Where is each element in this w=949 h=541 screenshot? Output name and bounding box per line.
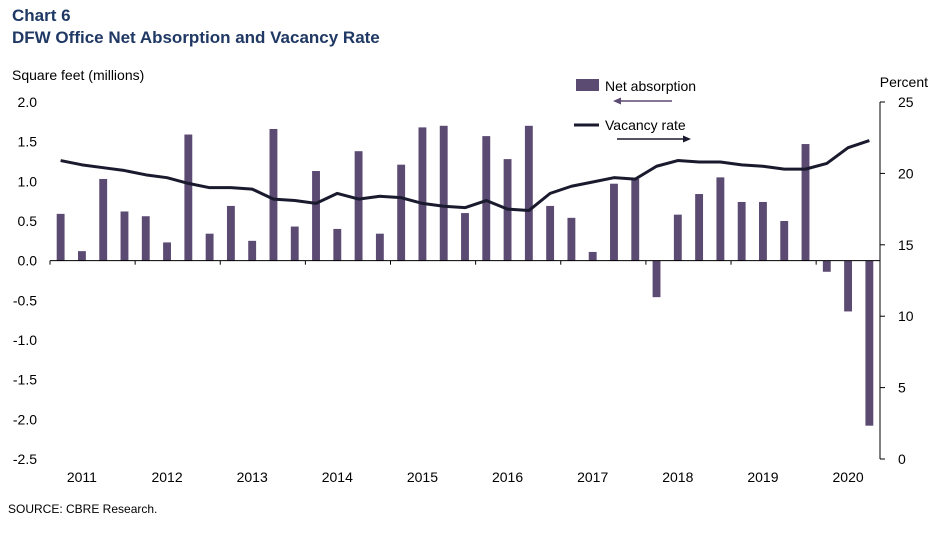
x-axis-tick-label: 2014 <box>322 469 353 485</box>
left-axis-tick-label: 2.0 <box>18 94 38 110</box>
chart-number: Chart 6 <box>12 6 71 25</box>
bar-net-absorption <box>141 216 150 261</box>
bar-net-absorption <box>461 213 469 261</box>
left-axis-tick-label: -1.5 <box>13 372 37 388</box>
legend: Net absorption Vacancy rate <box>574 78 696 143</box>
bar-net-absorption <box>737 201 746 261</box>
x-axis-tick-label: 2016 <box>492 469 523 485</box>
bar-net-absorption <box>226 205 235 261</box>
chart-title: DFW Office Net Absorption and Vacancy Ra… <box>12 28 380 47</box>
bar-net-absorption <box>524 125 533 261</box>
right-axis-tick-labels: 25 20 15 10 5 0 <box>898 94 914 467</box>
right-axis-tick-label: 15 <box>898 237 914 253</box>
bar-net-absorption <box>759 201 767 261</box>
bar-net-absorption <box>439 125 448 261</box>
bar-net-absorption <box>567 217 576 261</box>
bar-net-absorption <box>546 205 555 261</box>
bar-net-absorption <box>418 127 427 261</box>
x-axis-tick-label: 2017 <box>577 469 608 485</box>
bar-net-absorption <box>205 233 214 261</box>
bar-net-absorption <box>312 171 320 261</box>
x-axis-tick-label: 2012 <box>151 469 182 485</box>
vacancy-rate-line <box>60 139 870 213</box>
right-axis-tick-label: 0 <box>898 451 906 467</box>
x-axis-tick-label: 2013 <box>237 469 268 485</box>
x-axis-tick-label: 2011 <box>67 469 97 485</box>
left-axis-tick-label: 0.5 <box>18 213 38 229</box>
x-axis-tick-label: 2019 <box>747 469 778 485</box>
bar-net-absorption <box>482 136 491 261</box>
bar-net-absorption <box>77 251 86 261</box>
bar-net-absorption <box>844 260 853 312</box>
bar-net-absorption <box>354 151 363 261</box>
bar-net-absorption <box>56 213 65 261</box>
right-axis-tick-label: 10 <box>898 308 914 324</box>
x-axis-tick-label: 2015 <box>407 469 438 485</box>
arrow-right-head-icon <box>683 135 691 143</box>
arrow-left-head-icon <box>613 97 621 105</box>
legend-net-absorption: Net absorption <box>605 78 696 94</box>
bar-net-absorption <box>652 260 661 298</box>
bar-net-absorption <box>673 214 682 261</box>
left-axis-tick-label: -0.5 <box>13 292 37 308</box>
left-axis-label: Square feet (millions) <box>12 67 144 83</box>
left-axis-tick-labels: 2.0 1.5 1.0 0.5 0.0 -0.5 -1.0 -1.5 -2.0 -2.5 <box>13 94 37 467</box>
bar-net-absorption <box>780 221 789 261</box>
bar-net-absorption <box>184 134 193 261</box>
right-axis-tick-label: 25 <box>898 94 914 110</box>
legend-bar-swatch <box>576 79 599 91</box>
right-axis-tick-label: 20 <box>898 165 914 181</box>
bar-net-absorption <box>248 240 257 261</box>
bar-net-absorption <box>610 183 618 261</box>
axes <box>49 101 885 460</box>
x-axis-tick-label: 2020 <box>833 469 864 485</box>
x-axis-tick-label: 2018 <box>662 469 693 485</box>
left-axis-tick-label: -2.5 <box>13 451 37 467</box>
bar-net-absorption <box>865 260 874 426</box>
bar-series-net-absorption <box>56 125 874 426</box>
right-axis-label: Percent <box>880 74 928 90</box>
bar-net-absorption <box>716 177 725 261</box>
left-axis-tick-label: -1.0 <box>13 332 37 348</box>
left-axis-tick-label: -2.0 <box>13 411 37 427</box>
bar-net-absorption <box>801 144 810 261</box>
bar-net-absorption <box>290 226 299 261</box>
x-axis-tick-labels: 2011 2012 2013 2014 2015 2016 2017 2018 2019 2020 <box>67 469 864 485</box>
bar-net-absorption <box>822 260 831 272</box>
bar-net-absorption <box>375 233 384 261</box>
bar-net-absorption <box>99 178 108 261</box>
bar-net-absorption <box>333 228 342 261</box>
left-axis-tick-label: 1.0 <box>18 173 38 189</box>
left-axis-tick-label: 0.0 <box>18 253 38 269</box>
source-note: SOURCE: CBRE Research. <box>8 502 158 516</box>
bar-net-absorption <box>163 242 171 261</box>
bar-net-absorption <box>631 178 640 261</box>
bar-net-absorption <box>269 128 278 261</box>
left-axis-tick-label: 1.5 <box>18 134 38 150</box>
legend-vacancy-rate: Vacancy rate <box>605 117 686 133</box>
bar-net-absorption <box>588 251 597 261</box>
bar-net-absorption <box>120 211 129 261</box>
bar-net-absorption <box>397 164 406 261</box>
right-axis-tick-label: 5 <box>898 380 906 396</box>
bar-net-absorption <box>695 194 704 261</box>
